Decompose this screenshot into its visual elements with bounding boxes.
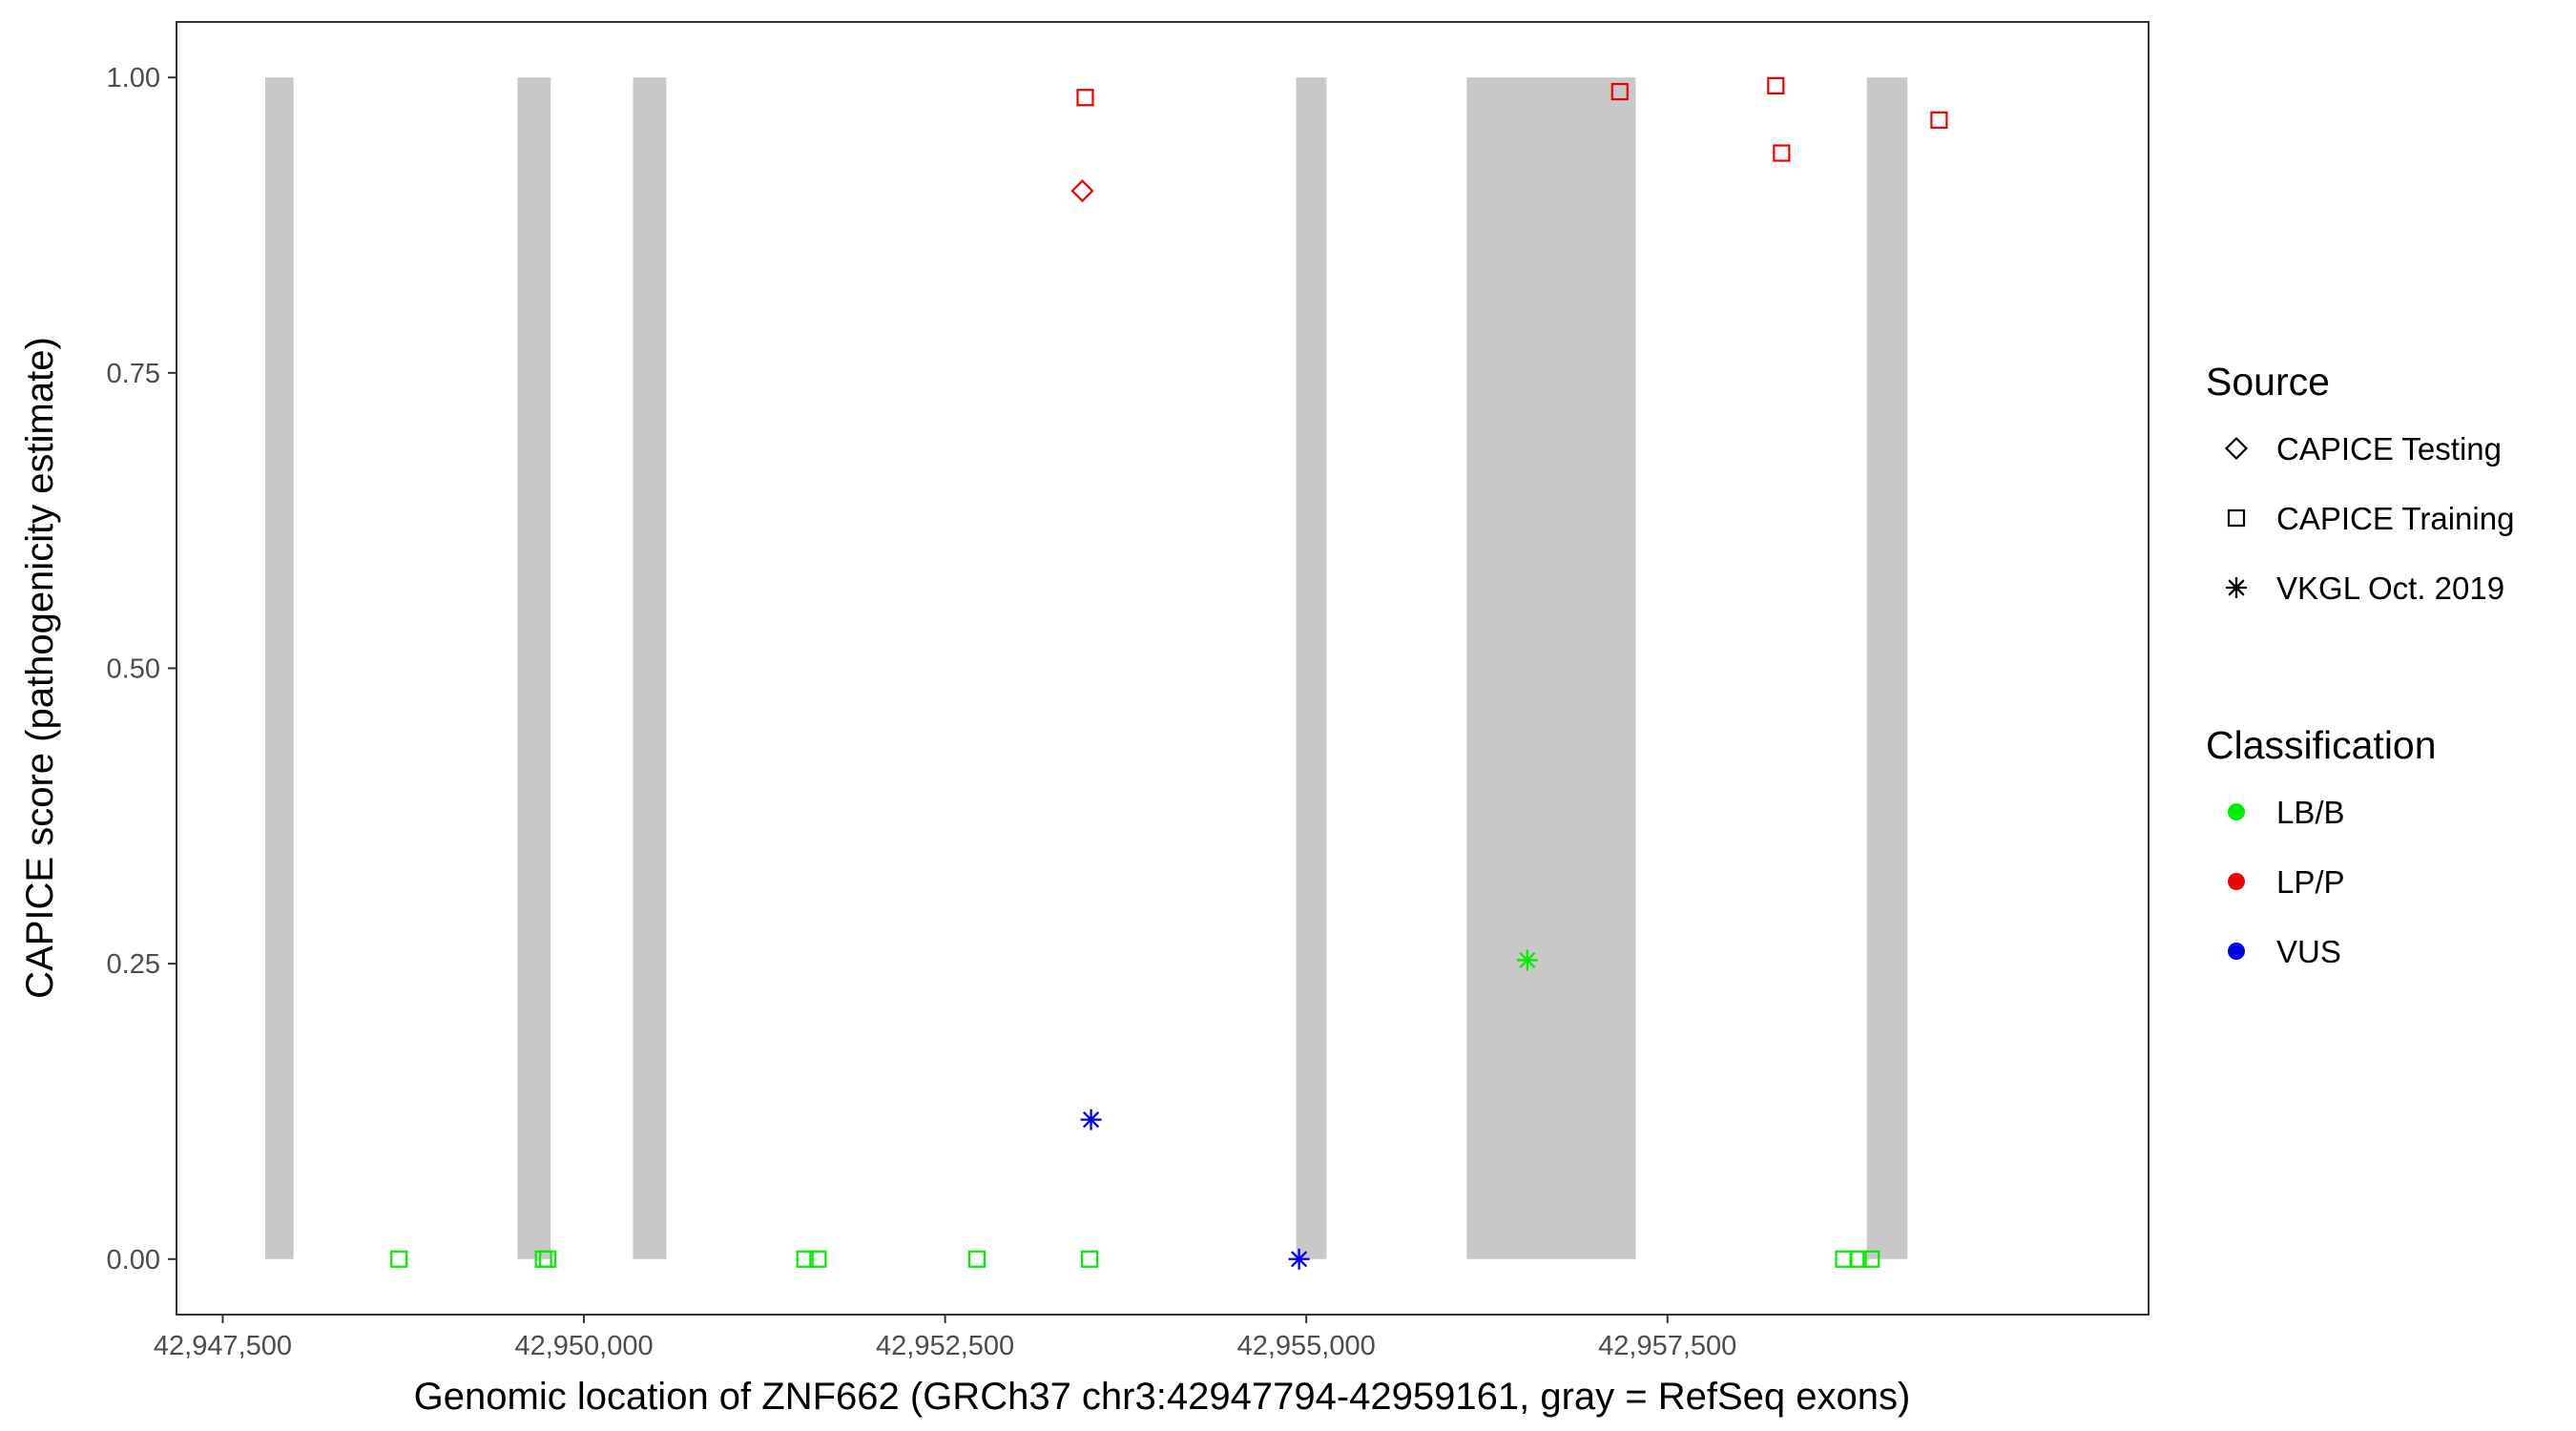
data-point xyxy=(1610,82,1629,101)
data-point xyxy=(1070,179,1094,203)
x-tick-label: 42,947,500 xyxy=(154,1331,292,1361)
exon-band xyxy=(1866,77,1908,1259)
point-layer xyxy=(390,76,1948,1270)
legend-title: Classification xyxy=(2206,723,2437,767)
legend-symbol xyxy=(2226,577,2247,598)
exon-band xyxy=(1296,77,1327,1259)
x-axis-title: Genomic location of ZNF662 (GRCh37 chr3:… xyxy=(414,1376,1911,1418)
legend-key xyxy=(2224,436,2249,461)
data-point xyxy=(1930,111,1948,129)
legend-key xyxy=(2228,803,2245,820)
legend-symbol xyxy=(2224,436,2249,461)
legend-key xyxy=(2228,873,2245,890)
data-point xyxy=(1516,949,1538,971)
y-tick-label: 0.25 xyxy=(107,949,160,980)
data-point xyxy=(1835,1250,1853,1268)
legend: Source CAPICE Testing CAPICE Training VKGL … xyxy=(2206,360,2514,969)
exon-band xyxy=(264,77,294,1259)
exon-band xyxy=(633,77,667,1259)
y-tick-label: 0.50 xyxy=(107,654,160,685)
y-axis-title: CAPICE score (pathogenicity estimate) xyxy=(19,337,61,999)
legend-symbol xyxy=(2227,508,2246,528)
data-point xyxy=(1773,144,1791,162)
y-axis: 0.00 0.25 0.50 0.75 1.00 xyxy=(107,63,177,1275)
data-point xyxy=(1849,1250,1867,1268)
legend-label: VUS xyxy=(2276,934,2341,969)
legend-key xyxy=(2227,508,2246,528)
exon-layer xyxy=(264,77,1908,1259)
legend-symbol xyxy=(2228,803,2245,820)
legend-symbol xyxy=(2228,873,2245,890)
data-point xyxy=(796,1250,814,1268)
x-tick-label: 42,955,000 xyxy=(1237,1331,1376,1361)
legend-source: Source CAPICE Testing CAPICE Training VKGL … xyxy=(2206,360,2514,606)
x-tick-label: 42,950,000 xyxy=(514,1331,653,1361)
legend-label: CAPICE Testing xyxy=(2276,431,2502,467)
x-tick-label: 42,957,500 xyxy=(1598,1331,1736,1361)
legend-label: VKGL Oct. 2019 xyxy=(2276,570,2504,606)
legend-label: CAPICE Training xyxy=(2276,501,2514,536)
data-point xyxy=(967,1250,987,1268)
legend-key xyxy=(2228,943,2245,960)
legend-title: Source xyxy=(2206,360,2330,404)
y-tick-label: 0.00 xyxy=(107,1245,160,1275)
data-point xyxy=(1862,1250,1880,1268)
legend-symbol xyxy=(2228,943,2245,960)
legend-classification: Classification LB/B LP/P VUS xyxy=(2206,723,2437,969)
data-point xyxy=(1080,1250,1099,1268)
legend-key xyxy=(2226,577,2247,598)
legend-label: LB/B xyxy=(2276,795,2345,830)
legend-label: LP/P xyxy=(2276,864,2345,900)
y-tick-label: 1.00 xyxy=(107,63,160,93)
data-point xyxy=(539,1250,557,1268)
data-point xyxy=(809,1250,827,1268)
x-tick-label: 42,952,500 xyxy=(876,1331,1014,1361)
data-point xyxy=(1076,89,1094,107)
plot-panel-border xyxy=(176,21,2150,1316)
data-point xyxy=(1080,1109,1102,1130)
y-tick-label: 0.75 xyxy=(107,359,160,389)
data-point xyxy=(390,1250,408,1268)
data-point xyxy=(1767,76,1785,94)
exon-band xyxy=(517,77,551,1259)
exon-band xyxy=(1466,77,1636,1259)
data-point xyxy=(1288,1248,1310,1270)
x-axis: 42,947,500 42,950,000 42,952,500 42,955,000… xyxy=(154,1315,1736,1361)
